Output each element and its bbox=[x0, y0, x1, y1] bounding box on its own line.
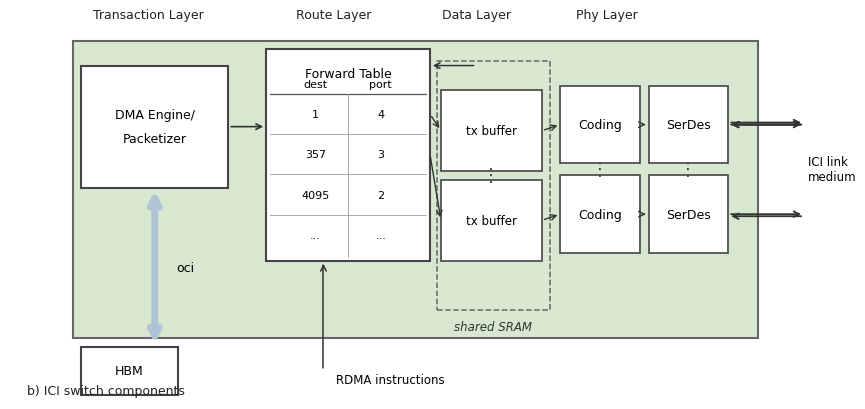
Text: Forward Table: Forward Table bbox=[304, 68, 392, 81]
Text: Coding: Coding bbox=[579, 119, 622, 132]
Text: dest: dest bbox=[304, 80, 327, 90]
Bar bbox=[561, 87, 640, 164]
Text: Transaction Layer: Transaction Layer bbox=[93, 9, 204, 22]
Text: shared SRAM: shared SRAM bbox=[454, 320, 533, 333]
Text: ICI link
medium: ICI link medium bbox=[808, 156, 857, 184]
Text: SerDes: SerDes bbox=[666, 208, 711, 221]
Text: 3: 3 bbox=[377, 150, 384, 160]
Text: ⋮: ⋮ bbox=[483, 167, 500, 185]
Text: Packetizer: Packetizer bbox=[123, 133, 187, 146]
Text: 4: 4 bbox=[377, 110, 384, 120]
Bar bbox=[441, 180, 541, 261]
Text: oci: oci bbox=[176, 261, 194, 274]
Text: SerDes: SerDes bbox=[666, 119, 711, 132]
Text: 2: 2 bbox=[377, 190, 384, 200]
Bar bbox=[441, 91, 541, 172]
Text: Coding: Coding bbox=[579, 208, 622, 221]
Bar bbox=[649, 87, 728, 164]
Text: ⋮: ⋮ bbox=[679, 161, 697, 179]
Bar bbox=[561, 176, 640, 253]
Text: tx buffer: tx buffer bbox=[466, 125, 517, 138]
Text: DMA Engine/: DMA Engine/ bbox=[115, 109, 195, 121]
Text: 4095: 4095 bbox=[301, 190, 330, 200]
Text: Route Layer: Route Layer bbox=[296, 9, 371, 22]
Text: RDMA instructions: RDMA instructions bbox=[336, 373, 445, 386]
Text: ...: ... bbox=[375, 230, 387, 240]
Text: b) ICI switch components: b) ICI switch components bbox=[27, 384, 184, 398]
Bar bbox=[81, 66, 228, 188]
Text: ...: ... bbox=[310, 230, 321, 240]
Text: Phy Layer: Phy Layer bbox=[575, 9, 638, 22]
Text: tx buffer: tx buffer bbox=[466, 214, 517, 227]
Bar bbox=[437, 62, 550, 310]
Text: ⋮: ⋮ bbox=[591, 161, 609, 179]
Bar bbox=[73, 42, 758, 339]
Bar bbox=[649, 176, 728, 253]
Text: 1: 1 bbox=[311, 110, 319, 120]
Text: Data Layer: Data Layer bbox=[442, 9, 510, 22]
Text: 357: 357 bbox=[304, 150, 326, 160]
Text: HBM: HBM bbox=[115, 364, 144, 378]
Bar bbox=[81, 347, 178, 396]
Text: port: port bbox=[369, 80, 392, 90]
Bar bbox=[266, 50, 430, 261]
